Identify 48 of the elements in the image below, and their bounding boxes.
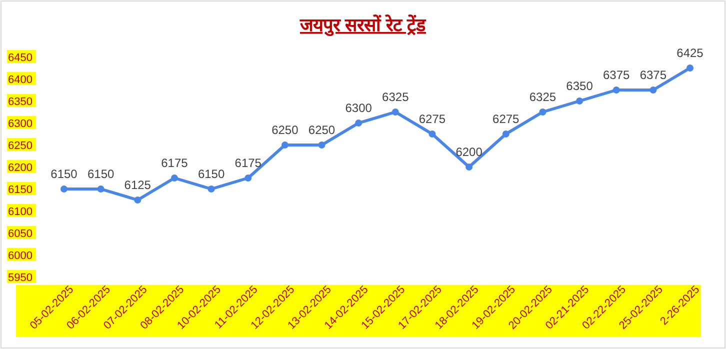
point <box>281 142 288 148</box>
y-tick-label: 6000 <box>8 250 32 262</box>
y-tick-label: 6250 <box>8 140 32 152</box>
data-label: 6175 <box>161 156 188 170</box>
chart-title: जयपुर सरसों रेट ट्रेंड <box>298 14 427 37</box>
point <box>60 186 68 192</box>
point <box>539 108 546 116</box>
y-tick-label: 6050 <box>8 228 32 240</box>
point <box>318 142 326 148</box>
data-label: 6175 <box>234 156 262 170</box>
data-label: 6250 <box>308 123 336 137</box>
data-label: 6275 <box>418 112 446 126</box>
data-label: 6325 <box>529 90 556 104</box>
point <box>170 174 178 182</box>
point <box>612 86 620 94</box>
point <box>576 98 584 104</box>
y-tick-label: 6300 <box>8 118 32 130</box>
y-tick-label: 6350 <box>8 96 32 108</box>
data-label: 6325 <box>382 90 410 104</box>
point <box>97 186 104 192</box>
point <box>428 130 436 138</box>
point <box>392 108 399 116</box>
y-tick-label: 6150 <box>8 184 32 196</box>
point <box>134 196 142 204</box>
point <box>355 120 362 126</box>
data-label: 6150 <box>87 167 114 181</box>
data-label: 6200 <box>456 145 483 159</box>
point <box>650 86 657 94</box>
y-tick-label: 6100 <box>8 206 32 218</box>
data-label: 6375 <box>603 68 630 82</box>
y-tick-label: 5950 <box>8 272 32 284</box>
point <box>502 130 510 138</box>
data-label: 6275 <box>492 112 520 126</box>
data-label: 6375 <box>640 68 667 82</box>
y-tick-label: 6200 <box>8 162 32 174</box>
y-tick-label: 6400 <box>8 74 32 86</box>
data-label: 6300 <box>345 101 372 115</box>
point <box>686 64 694 72</box>
point <box>208 186 215 192</box>
data-label: 6250 <box>272 123 299 137</box>
data-label: 6150 <box>198 167 225 181</box>
data-label: 6125 <box>124 178 152 192</box>
point <box>244 174 252 182</box>
data-label: 6350 <box>566 79 594 93</box>
point <box>466 164 473 170</box>
data-label: 6150 <box>50 167 78 181</box>
data-label: 6425 <box>676 46 704 60</box>
y-tick-label: 6450 <box>8 52 32 64</box>
